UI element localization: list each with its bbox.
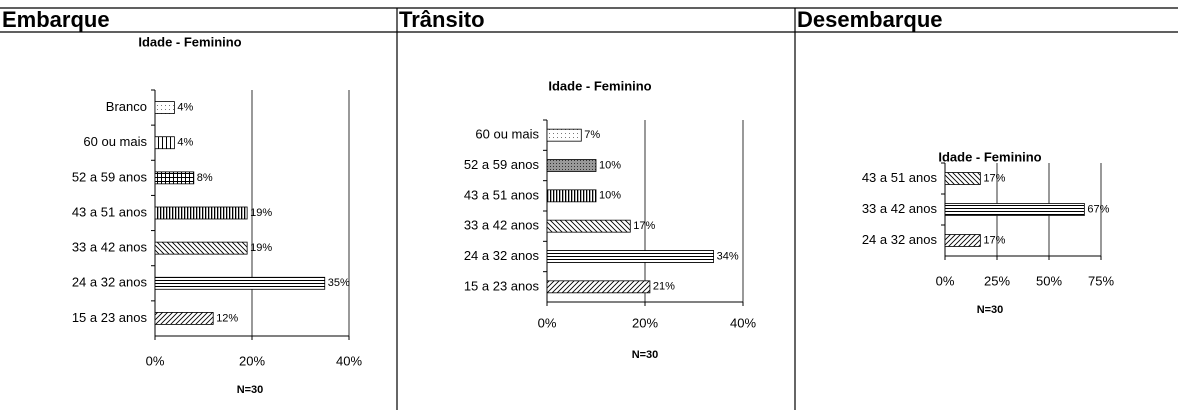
value-label: 17% [983,234,1005,246]
y-tick-label: 24 a 32 anos [862,232,938,247]
value-label: 10% [599,190,621,202]
chart-title: Idade - Feminino [138,34,241,49]
y-tick-label: 33 a 42 anos [862,201,938,216]
value-label: 12% [216,312,238,324]
x-tick-label: 0% [146,353,165,368]
bar [944,203,1085,216]
value-label: 21% [653,281,675,293]
x-tick-label: 40% [336,353,362,368]
value-label: 4% [177,101,193,113]
value-label: 8% [197,172,213,184]
bar [154,136,175,150]
y-tick-label: 43 a 51 anos [862,170,938,185]
y-tick-label: 52 a 59 anos [464,157,540,172]
y-tick-label: 33 a 42 anos [464,218,540,233]
bar [546,219,631,233]
bar [944,234,981,247]
y-tick-label: 33 a 42 anos [72,240,148,255]
chart-title: Idade - Feminino [548,78,651,93]
bar [154,171,195,185]
y-tick-label: Branco [106,99,147,114]
value-label: 35% [328,277,350,289]
table-frame [0,7,1178,410]
value-label: 7% [584,129,600,141]
y-tick-label: 15 a 23 anos [72,310,148,325]
bar [154,241,248,255]
value-label: 17% [983,172,1005,184]
value-label: 19% [250,242,272,254]
y-tick-label: 60 ou mais [83,134,147,149]
bar [944,172,981,185]
y-tick-label: 24 a 32 anos [464,248,540,263]
x-tick-label: 25% [984,273,1010,288]
x-tick-label: 20% [632,315,658,330]
bar [154,312,214,325]
bar [546,189,597,203]
value-label: 4% [177,137,193,149]
y-tick-label: 43 a 51 anos [464,187,540,202]
x-tick-label: 40% [730,315,756,330]
y-tick-label: 43 a 51 anos [72,204,148,219]
bar [546,159,597,172]
annotation: N=30 [237,384,264,396]
bar [546,250,715,263]
column-header: Desembarque [797,7,943,32]
y-tick-label: 52 a 59 anos [72,169,148,184]
bar [154,206,248,220]
value-label: 17% [633,220,655,232]
bar [154,276,326,290]
y-tick-label: 24 a 32 anos [72,275,148,290]
x-tick-label: 0% [936,273,955,288]
column-header: Embarque [2,7,110,32]
value-label: 10% [599,159,621,171]
annotation: N=30 [632,349,659,361]
x-tick-label: 75% [1088,273,1114,288]
bar [546,128,582,142]
y-tick-label: 60 ou mais [475,127,539,142]
annotation: N=30 [977,304,1004,316]
bar [154,101,175,114]
chart-title: Idade - Feminino [938,149,1041,164]
bar [546,280,651,294]
column-header: Trânsito [399,7,485,32]
value-label: 34% [717,250,739,262]
y-tick-label: 15 a 23 anos [464,278,540,293]
x-tick-label: 20% [239,353,265,368]
value-label: 67% [1087,203,1109,215]
x-tick-label: 50% [1036,273,1062,288]
value-label: 19% [250,207,272,219]
x-tick-label: 0% [538,315,557,330]
